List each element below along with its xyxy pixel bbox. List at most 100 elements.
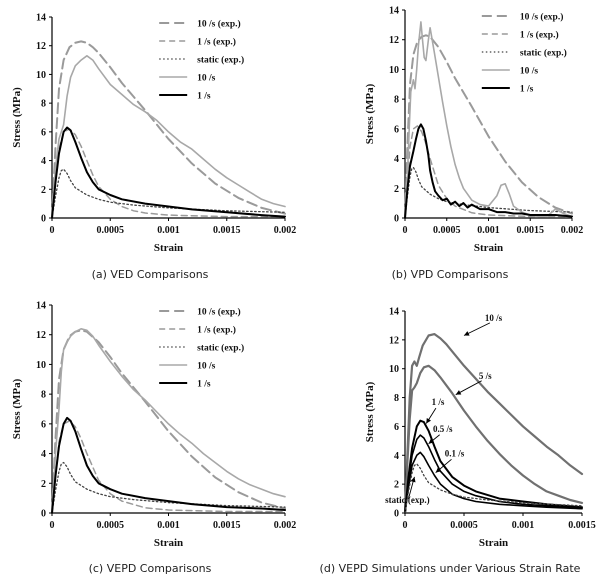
series-line-3: [51, 327, 286, 514]
y-tick-label: 14: [36, 301, 46, 312]
caption-a: (a) VED Comparisons: [91, 268, 209, 281]
y-tick-label: 8: [41, 99, 46, 110]
y-axis-label: Stress (MPa): [11, 87, 23, 148]
chart-vepd: 0 2 4 6 8 10 12 14 0 0.0005 0.001 0.0015 0.002 Strain…: [11, 301, 297, 550]
annotation-label: 0.5 /s: [433, 424, 453, 434]
x-tick-label: 0.002: [274, 225, 297, 236]
y-tick-label: 4: [394, 154, 399, 165]
x-tick-label: 0.002: [274, 520, 297, 531]
legend-label: static (exp.): [197, 343, 244, 354]
y-tick-label: 4: [41, 156, 46, 167]
y-tick-label: 10: [389, 65, 399, 76]
x-tick-label: 0.001: [512, 520, 535, 531]
series-line-0: [404, 34, 573, 219]
series-line-1: [403, 364, 584, 515]
x-axis-label: Strain: [154, 242, 183, 254]
y-tick-label: 8: [41, 390, 46, 401]
y-tick-label: 0: [41, 214, 46, 225]
legend-label: 10 /s: [197, 74, 216, 84]
y-axis-label: Stress (MPa): [364, 381, 376, 442]
annotation-arrowhead: [410, 476, 416, 483]
series-line-1: [51, 420, 286, 514]
panel-a: 0 2 4 6 8 10 12 14 0 0.0005 0.001 0.0015 0.002 Strain…: [0, 0, 300, 292]
x-axis-label: Strain: [154, 537, 183, 549]
y-tick-label: 2: [394, 480, 399, 491]
y-tick-label: 6: [41, 419, 46, 430]
series-line-4: [51, 126, 286, 219]
legend-label: 1 /s: [520, 85, 534, 95]
x-tick-label: 0.0005: [97, 520, 125, 531]
annotation-arrowhead: [455, 390, 462, 395]
series-line-1: [404, 125, 573, 219]
series-line-4: [404, 451, 583, 514]
x-tick-label: 0: [50, 520, 55, 531]
series-line-3: [404, 21, 573, 219]
y-tick-label: 14: [389, 6, 399, 17]
caption-b: (b) VPD Comparisons: [391, 268, 509, 281]
series-line-2: [404, 419, 583, 514]
legend-label: 1 /s: [197, 92, 211, 102]
y-tick-label: 10: [389, 364, 399, 375]
y-tick-label: 8: [394, 393, 399, 404]
y-tick-label: 0: [394, 214, 399, 225]
x-tick-label: 0.0005: [433, 225, 461, 236]
y-axis-label: Stress (MPa): [11, 378, 23, 439]
series-line-0: [403, 332, 584, 515]
chart-vpd: 0 2 4 6 8 10 12 14 0 0.0005 0.001 0.0015 0.002 Strain…: [364, 6, 584, 255]
series-line-2: [404, 166, 573, 219]
y-tick-label: 6: [41, 127, 46, 138]
y-tick-label: 10: [36, 70, 46, 81]
y-tick-label: 0: [394, 509, 399, 520]
y-tick-label: 8: [394, 95, 399, 106]
series-line-2: [51, 168, 286, 219]
x-tick-label: 0.001: [157, 520, 180, 531]
x-axis-label: Strain: [474, 242, 503, 254]
y-tick-label: 14: [389, 307, 399, 318]
y-tick-label: 14: [36, 13, 46, 24]
series-line-4: [404, 123, 573, 219]
y-tick-label: 12: [36, 330, 46, 341]
x-tick-label: 0.0015: [213, 225, 241, 236]
series-line-0: [51, 40, 286, 219]
x-tick-label: 0.001: [157, 225, 180, 236]
x-tick-label: 0: [50, 225, 55, 236]
chart-ved: 0 2 4 6 8 10 12 14 0 0.0005 0.001 0.0015 0.002 Strain…: [11, 13, 297, 255]
panel-b: 0 2 4 6 8 10 12 14 0 0.0005 0.001 0.0015 0.002 Strain…: [300, 0, 600, 292]
x-tick-label: 0.0015: [568, 520, 596, 531]
panel-d: 0 2 4 6 8 10 12 14 0 0.0005 0.001 0.0015 Strain Stres…: [300, 293, 600, 585]
annotation-label: 5 /s: [479, 371, 492, 381]
y-tick-label: 2: [41, 479, 46, 490]
x-tick-label: 0: [403, 225, 408, 236]
annotation-arrowhead: [435, 467, 442, 473]
y-tick-label: 12: [389, 35, 399, 46]
x-tick-label: 0.0015: [213, 520, 241, 531]
x-tick-label: 0.0015: [517, 225, 545, 236]
annotation-label: 1 /s: [432, 397, 445, 407]
y-tick-label: 12: [36, 41, 46, 52]
annotation-arrowhead: [464, 331, 470, 336]
y-tick-label: 12: [389, 335, 399, 346]
y-tick-label: 2: [394, 184, 399, 195]
x-tick-label: 0.002: [561, 225, 584, 236]
y-tick-label: 4: [394, 451, 399, 462]
legend-label: 10 /s (exp.): [520, 12, 564, 23]
series-line-3: [404, 434, 583, 514]
legend-label: static (exp.): [520, 48, 567, 59]
y-tick-label: 6: [394, 124, 399, 135]
x-tick-label: 0.0005: [97, 225, 125, 236]
y-tick-label: 0: [41, 509, 46, 520]
y-tick-label: 4: [41, 449, 46, 460]
legend-label: 1 /s (exp.): [197, 325, 236, 336]
chart-vepd-simulations: 0 2 4 6 8 10 12 14 0 0.0005 0.001 0.0015 Strain Stres…: [364, 307, 596, 550]
y-axis-label: Stress (MPa): [364, 83, 376, 144]
y-tick-label: 10: [36, 360, 46, 371]
panel-c: 0 2 4 6 8 10 12 14 0 0.0005 0.001 0.0015 0.002 Strain…: [0, 293, 300, 585]
legend-label: static (exp.): [197, 55, 244, 66]
y-tick-label: 6: [394, 422, 399, 433]
x-tick-label: 0: [403, 520, 408, 531]
series-line-3: [51, 54, 286, 219]
legend-label: 10 /s: [197, 362, 216, 372]
legend-label: 1 /s: [197, 380, 211, 390]
annotation-label: 0.1 /s: [445, 449, 465, 459]
series-line-5: [404, 463, 583, 514]
